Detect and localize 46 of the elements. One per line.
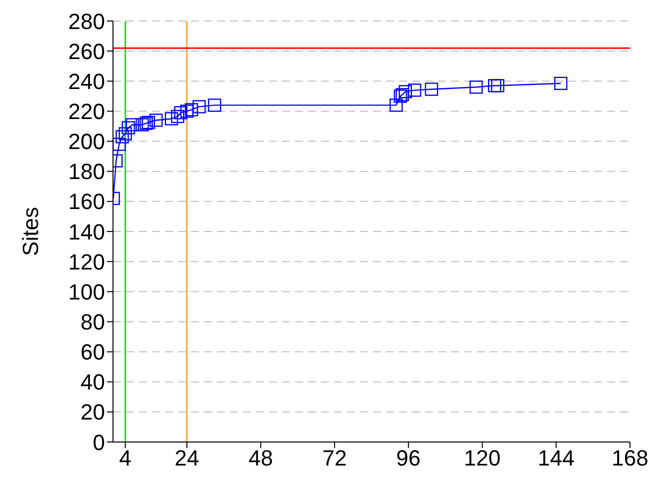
x-tick-label: 168 — [612, 446, 648, 471]
point — [180, 104, 194, 118]
x-tick-label: 144 — [538, 446, 574, 471]
point — [424, 82, 438, 96]
point — [488, 79, 502, 92]
y-tick-label: 80 — [80, 310, 105, 335]
x-tick-label: 96 — [396, 446, 421, 471]
point — [192, 100, 206, 114]
point — [164, 112, 178, 126]
y-axis-title: Sites — [18, 207, 43, 256]
point — [390, 98, 403, 112]
point — [184, 103, 198, 116]
point — [491, 79, 504, 92]
y-tick-label: 260 — [68, 38, 105, 64]
y-tick-label: 100 — [68, 279, 105, 304]
point — [113, 138, 126, 151]
y-tick-label: 120 — [68, 249, 105, 274]
point — [171, 110, 184, 124]
y-tick-label: 140 — [68, 219, 105, 244]
point — [408, 84, 422, 97]
y-tick-label: 180 — [68, 159, 105, 184]
point — [149, 114, 163, 127]
point — [470, 80, 483, 94]
point — [136, 118, 149, 132]
x-tick-label: 24 — [174, 446, 200, 471]
point — [208, 98, 222, 112]
y-tick-label: 40 — [80, 370, 105, 395]
y-tick-label: 240 — [68, 68, 105, 94]
x-tick-label: 72 — [322, 446, 347, 471]
point — [116, 130, 129, 144]
point — [118, 127, 132, 140]
point — [554, 76, 568, 90]
point — [122, 121, 135, 134]
y-tick-label: 200 — [68, 129, 105, 154]
y-tick-label: 20 — [80, 400, 105, 425]
point — [126, 118, 139, 132]
point — [174, 106, 188, 120]
y-tick-label: 220 — [68, 99, 105, 124]
x-tick-label: 120 — [464, 446, 501, 471]
y-tick-label: 280 — [68, 8, 105, 34]
x-tick-label: 48 — [248, 446, 273, 471]
y-tick-label: 0 — [92, 430, 105, 455]
point — [398, 85, 412, 98]
x-tick-label: 4 — [119, 446, 132, 471]
y-tick-label: 160 — [68, 189, 105, 214]
y-tick-label: 60 — [80, 340, 105, 365]
